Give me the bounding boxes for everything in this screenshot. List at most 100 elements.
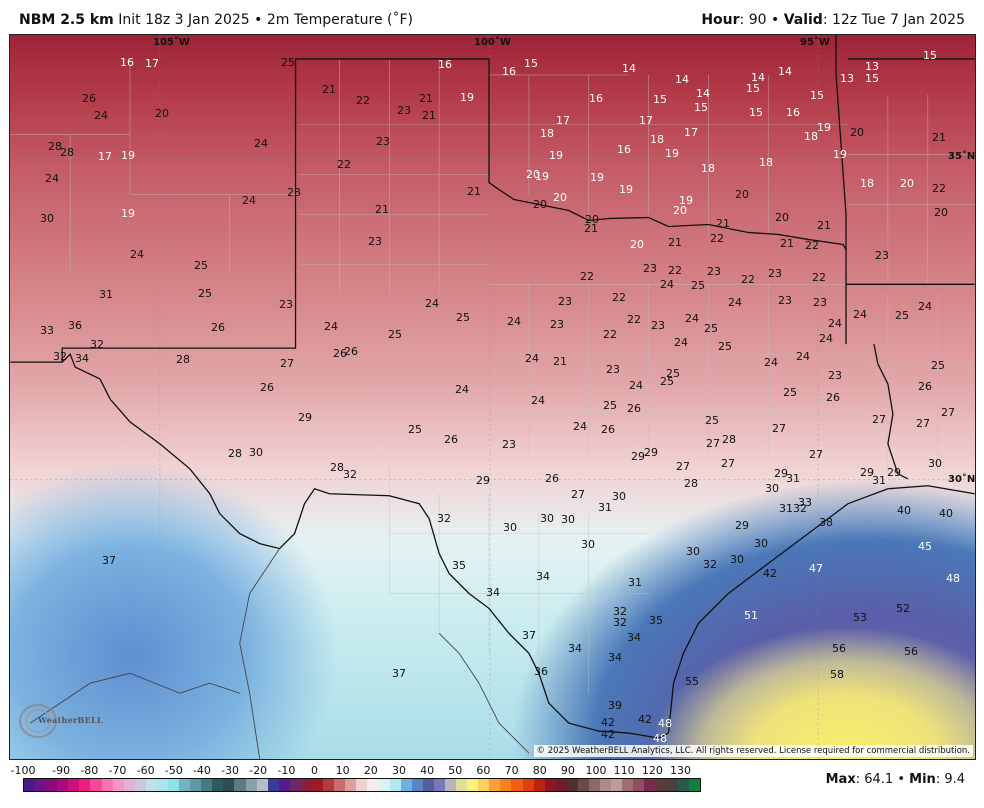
temperature-value: 24 — [525, 352, 539, 365]
temperature-value: 28 — [330, 461, 344, 474]
temperature-value: 22 — [337, 158, 351, 171]
temperature-value: 14 — [696, 87, 710, 100]
temperature-value: 15 — [923, 49, 937, 62]
colorbar-swatch — [677, 779, 689, 791]
temperature-value: 30 — [928, 457, 942, 470]
temperature-value: 15 — [865, 72, 879, 85]
colorbar-tick-label: 120 — [641, 764, 663, 777]
temperature-value: 25 — [388, 328, 402, 341]
colorbar-swatch — [367, 779, 379, 791]
temperature-value: 22 — [812, 271, 826, 284]
colorbar-swatch — [666, 779, 678, 791]
colorbar-swatch — [289, 779, 301, 791]
colorbar-swatch — [433, 779, 445, 791]
temperature-value: 40 — [897, 504, 911, 517]
temperature-value: 21 — [716, 217, 730, 230]
temperature-value: 24 — [45, 172, 59, 185]
colorbar-swatch — [323, 779, 335, 791]
temperature-value: 29 — [860, 466, 874, 479]
temperature-value: 18 — [860, 177, 874, 190]
temperature-value: 25 — [281, 56, 295, 69]
colorbar-swatch — [79, 779, 91, 791]
temperature-value: 53 — [853, 611, 867, 624]
copyright-notice: © 2025 WeatherBELL Analytics, LLC. All r… — [533, 745, 973, 757]
temperature-value: 21 — [584, 222, 598, 235]
temperature-value: 14 — [751, 71, 765, 84]
colorbar-tick-label: 10 — [335, 764, 350, 777]
temperature-value: 22 — [627, 313, 641, 326]
temperature-value: 14 — [675, 73, 689, 86]
temperature-value: 20 — [630, 238, 644, 251]
temperature-value: 31 — [872, 474, 886, 487]
temperature-value: 24 — [918, 300, 932, 313]
temperature-value: 31 — [786, 472, 800, 485]
temperature-value: 36 — [534, 665, 548, 678]
colorbar-swatch — [267, 779, 279, 791]
temperature-value: 24 — [819, 332, 833, 345]
valid-time-info: Hour: 90 • Valid: 12z Tue 7 Jan 2025 — [701, 12, 965, 28]
temperature-value: 30 — [540, 512, 554, 525]
temperature-value: 24 — [94, 109, 108, 122]
temperature-value: 16 — [786, 106, 800, 119]
temperature-value: 16 — [617, 143, 631, 156]
valid-separator: • — [770, 12, 780, 28]
colorbar-swatch — [156, 779, 169, 791]
colorbar-swatch — [234, 779, 246, 791]
temperature-value: 24 — [685, 312, 699, 325]
temperature-value: 21 — [422, 109, 436, 122]
temperature-value: 24 — [573, 420, 587, 433]
colorbar-swatch — [190, 779, 202, 791]
colorbar-swatch — [90, 779, 102, 791]
temperature-value: 34 — [568, 642, 582, 655]
temperature-value: 24 — [324, 320, 338, 333]
temperature-value: 39 — [608, 699, 622, 712]
temperature-value: 32 — [613, 616, 627, 629]
temperature-value: 31 — [628, 576, 642, 589]
temperature-value: 29 — [887, 466, 901, 479]
temperature-value: 27 — [706, 437, 720, 450]
title-separator: • — [254, 12, 263, 28]
grid-label: 105˚W — [153, 37, 190, 48]
colorbar-swatch — [411, 779, 423, 791]
temperature-value: 21 — [322, 83, 336, 96]
temperature-value: 42 — [638, 713, 652, 726]
temperature-value: 23 — [768, 267, 782, 280]
temperature-value: 37 — [392, 667, 406, 680]
colorbar-tick-label: -10 — [277, 764, 296, 777]
temperature-value: 27 — [809, 448, 823, 461]
temperature-value: 52 — [896, 602, 910, 615]
temperature-value: 29 — [774, 467, 788, 480]
hour-label: Hour — [701, 12, 740, 28]
temperature-value: 31 — [779, 502, 793, 515]
temperature-value: 21 — [932, 131, 946, 144]
temperature-value: 21 — [780, 237, 794, 250]
temperature-value: 24 — [455, 383, 469, 396]
colorbar-swatch — [577, 779, 589, 791]
temperature-value: 25 — [660, 375, 674, 388]
temperature-value: 35 — [649, 614, 663, 627]
colorbar-swatch — [212, 779, 224, 791]
temperature-value: 32 — [793, 502, 807, 515]
temperature-value: 25 — [704, 322, 718, 335]
colorbar-swatch — [145, 779, 157, 791]
temperature-value: 23 — [707, 265, 721, 278]
temperature-value: 21 — [817, 219, 831, 232]
temperature-value: 25 — [931, 359, 945, 372]
temperature-value: 24 — [853, 308, 867, 321]
temperature-value: 37 — [102, 554, 116, 567]
colorbar-swatch — [334, 779, 346, 791]
temperature-value: 20 — [934, 206, 948, 219]
temperature-value: 18 — [701, 162, 715, 175]
max-label: Max — [825, 772, 856, 787]
temperature-value: 28 — [48, 140, 62, 153]
temperature-value: 13 — [865, 60, 879, 73]
temperature-value: 31 — [99, 288, 113, 301]
temperature-value: 21 — [668, 236, 682, 249]
temperature-value: 34 — [486, 586, 500, 599]
min-label: Min — [909, 772, 936, 787]
temperature-value: 27 — [872, 413, 886, 426]
max-value: : 64.1 — [855, 772, 894, 787]
temperature-value: 25 — [895, 309, 909, 322]
temperature-value: 35 — [452, 559, 466, 572]
colorbar-swatch — [312, 779, 324, 791]
